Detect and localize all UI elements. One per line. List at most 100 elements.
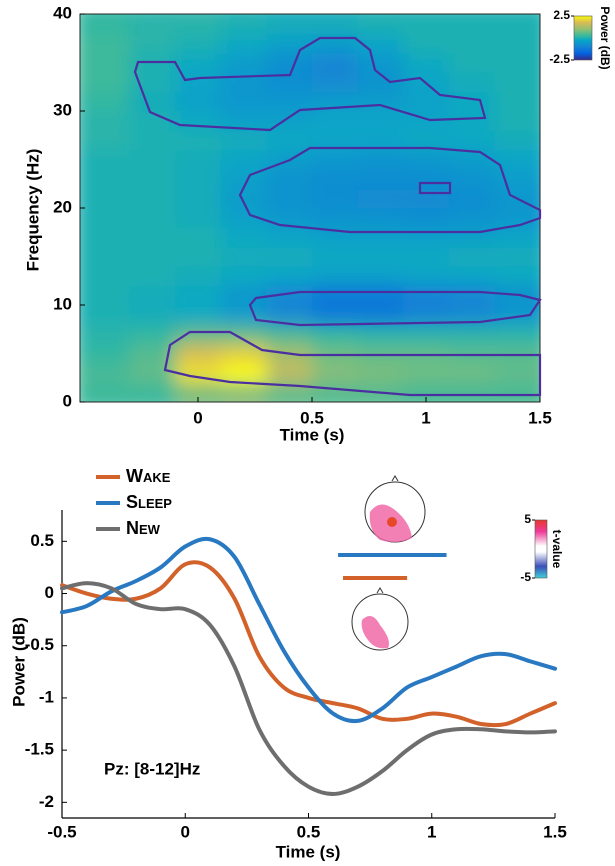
heatmap-cell — [494, 72, 540, 93]
heatmap-cell — [357, 285, 404, 306]
heatmap-cell — [357, 111, 404, 131]
heatmap-cell — [175, 149, 222, 170]
heatmap-cell — [220, 246, 267, 267]
heatmap-cell — [312, 149, 359, 170]
heatmap-cell — [129, 33, 176, 54]
heatmap-cell — [80, 72, 131, 93]
heatmap-cell — [312, 169, 359, 190]
heatmap-cell — [312, 72, 359, 93]
y-tick-label: 30 — [53, 100, 72, 119]
heatmap-cell — [266, 33, 313, 54]
colorbar-tick-label: -5 — [520, 570, 531, 584]
heatmap-cell — [312, 130, 359, 151]
heatmap-cell — [80, 149, 131, 170]
heatmap-cell — [357, 227, 404, 248]
x-tick-label: 0.5 — [300, 408, 324, 427]
heatmap-cell — [403, 188, 450, 209]
heatmap-cell — [403, 343, 450, 364]
heatmap-cell — [220, 227, 267, 248]
heatmap-cell — [357, 169, 404, 190]
heatmap-cell — [220, 343, 267, 364]
heatmap-cell — [494, 149, 540, 170]
x-tick-label: 1 — [421, 408, 430, 427]
x-tick-label: 1 — [427, 822, 436, 841]
heatmap-cell — [403, 246, 450, 267]
heatmap-cell — [266, 72, 313, 93]
heatmap-cell — [80, 324, 131, 345]
heatmap-cell — [175, 33, 222, 54]
heatmap-cell — [494, 363, 540, 384]
y-axis-label: Frequency (Hz) — [23, 149, 42, 272]
heatmap-cell — [312, 305, 359, 325]
colorbar-label: Power (dB) — [598, 6, 612, 69]
heatmap-cell — [175, 91, 222, 112]
y-tick-label: 10 — [53, 294, 72, 313]
colorbar-tick-label: 2.5 — [553, 8, 570, 22]
heatmap-cell — [129, 266, 176, 287]
heatmap-cell — [448, 246, 495, 267]
heatmap-cell — [175, 382, 222, 402]
heatmap-cell — [175, 52, 222, 73]
heatmap-cell — [357, 266, 404, 287]
heatmap-cell — [175, 343, 222, 364]
heatmap-cell — [403, 382, 450, 402]
x-tick-label: 0 — [181, 822, 190, 841]
heatmap-cell — [220, 14, 267, 34]
heatmap-cell — [266, 169, 313, 190]
heatmap-cell — [494, 227, 540, 248]
heatmap-cell — [312, 208, 359, 228]
y-tick-label: -1 — [39, 687, 54, 706]
heatmap-cell — [266, 246, 313, 267]
heatmap-cell — [80, 130, 131, 151]
heatmap-cell — [80, 52, 131, 73]
heatmap-cell — [448, 111, 495, 131]
heatmap-cell — [220, 149, 267, 170]
x-axis-label: Time (s) — [276, 842, 341, 861]
heatmap-cell — [129, 149, 176, 170]
heatmap-cell — [312, 285, 359, 306]
heatmap-cell — [357, 149, 404, 170]
heatmap-cell — [266, 324, 313, 345]
heatmap-cell — [175, 169, 222, 190]
y-tick-label: 0 — [45, 583, 54, 602]
heatmap-cell — [448, 343, 495, 364]
heatmap-cell — [403, 130, 450, 151]
heatmap-cell — [494, 111, 540, 131]
heatmap-cell — [494, 246, 540, 267]
heatmap-cell — [129, 91, 176, 112]
heatmap-cell — [312, 33, 359, 54]
legend-label: Wake — [126, 466, 171, 486]
heatmap-cell — [494, 382, 540, 402]
heatmap-cell — [403, 227, 450, 248]
heatmap-cell — [175, 14, 222, 34]
heatmap-cell — [494, 33, 540, 54]
y-tick-label: 40 — [53, 3, 72, 22]
heatmap-cell — [494, 188, 540, 209]
heatmap-cell — [220, 266, 267, 287]
x-tick-label: 0 — [193, 408, 202, 427]
heatmap-cell — [494, 91, 540, 112]
colorbar-tick-label: 5 — [524, 512, 531, 526]
heatmap-cell — [494, 343, 540, 364]
heatmap-cell — [175, 188, 222, 209]
x-tick-label: 1.5 — [528, 408, 552, 427]
heatmap-cell — [403, 149, 450, 170]
heatmap-cell — [494, 305, 540, 325]
heatmap-cell — [403, 266, 450, 287]
heatmap-cell — [80, 91, 131, 112]
y-axis-label: Power (dB) — [9, 617, 28, 707]
heatmap-cell — [266, 130, 313, 151]
heatmap-cell — [266, 91, 313, 112]
heatmap-cell — [403, 305, 450, 325]
heatmap-cell — [129, 130, 176, 151]
heatmap-cell — [357, 305, 404, 325]
heatmap-cell — [357, 72, 404, 93]
heatmap-cell — [357, 52, 404, 73]
y-tick-label: -2 — [39, 792, 54, 811]
heatmap-cell — [220, 188, 267, 209]
heatmap-cell — [448, 285, 495, 306]
heatmap-cell — [129, 111, 176, 131]
x-tick-label: -0.5 — [47, 822, 76, 841]
heatmap-cell — [266, 285, 313, 306]
